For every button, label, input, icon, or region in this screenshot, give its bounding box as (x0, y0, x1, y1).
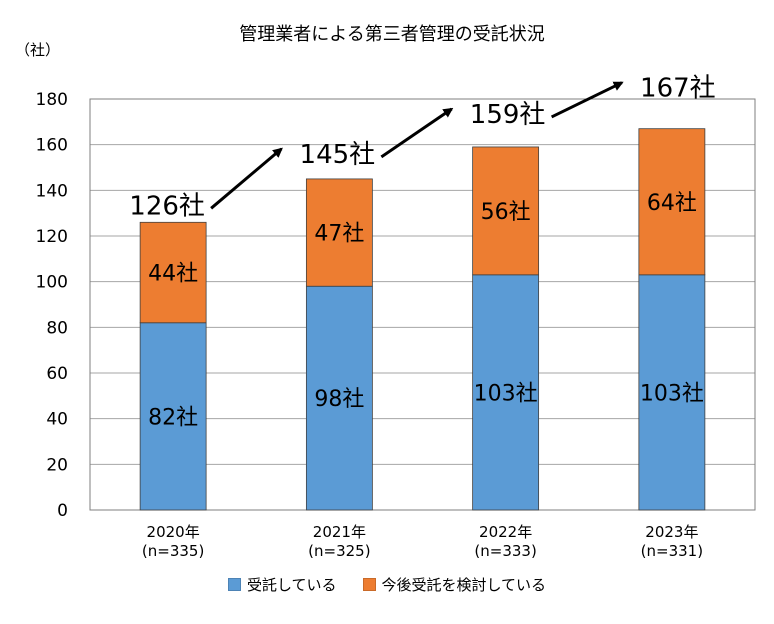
bar-data-label: 82社 (148, 405, 198, 430)
legend-swatch-accepted (227, 578, 241, 591)
x-tick-label: 2021年 (313, 523, 366, 541)
x-tick-label: 2020年 (147, 523, 200, 541)
legend: 受託している 今後受託を検討している (0, 574, 774, 595)
trend-arrow (550, 81, 624, 119)
bar-accepted (305, 285, 373, 511)
legend-item-considering: 今後受託を検討している (362, 574, 547, 595)
bar-accepted (472, 274, 540, 511)
y-tick-label: 60 (46, 364, 68, 384)
trend-arrow (210, 147, 283, 210)
bar-data-label: 64社 (647, 191, 697, 216)
bar-data-label: 56社 (481, 200, 531, 225)
bar-accepted (638, 274, 706, 511)
x-tick-label: (n=331) (641, 542, 703, 560)
x-tick-label: (n=325) (308, 542, 370, 560)
bar-data-label: 98社 (314, 387, 364, 412)
bar-considering (638, 128, 706, 276)
total-label: 145社 (300, 140, 376, 170)
y-tick-label: 120 (36, 227, 68, 247)
bar-considering (305, 178, 373, 287)
legend-swatch-considering (362, 578, 376, 591)
bar-considering (472, 146, 540, 276)
y-tick-label: 80 (46, 318, 68, 338)
legend-item-accepted: 受託している (227, 574, 337, 595)
y-tick-label: 140 (36, 181, 68, 201)
y-tick-label: 0 (57, 501, 68, 521)
y-axis-unit-label: （社） (15, 41, 60, 59)
bar-data-label: 44社 (148, 262, 198, 287)
total-label: 167社 (640, 74, 716, 104)
bar-data-label: 47社 (314, 222, 364, 247)
total-label: 159社 (470, 100, 546, 130)
bar-considering (139, 221, 207, 324)
x-tick-label: 2023年 (645, 523, 698, 541)
y-tick-label: 40 (46, 410, 68, 430)
legend-label-considering: 今後受託を検討している (381, 576, 547, 594)
bar-data-label: 103社 (640, 381, 704, 406)
bar-accepted (139, 322, 207, 511)
plot-frame (89, 98, 756, 511)
bar-data-label: 103社 (474, 381, 538, 406)
total-label: 126社 (129, 191, 205, 221)
y-tick-label: 20 (46, 455, 68, 475)
chart-title: 管理業者による第三者管理の受託状況 (239, 24, 544, 45)
x-tick-label: 2022年 (479, 523, 532, 541)
x-tick-label: (n=335) (142, 542, 204, 560)
legend-label-accepted: 受託している (246, 576, 337, 594)
x-tick-label: (n=333) (474, 542, 536, 560)
y-tick-label: 180 (36, 90, 68, 110)
y-tick-label: 160 (36, 136, 68, 156)
y-tick-label: 100 (36, 273, 68, 293)
trend-arrow (380, 107, 454, 159)
